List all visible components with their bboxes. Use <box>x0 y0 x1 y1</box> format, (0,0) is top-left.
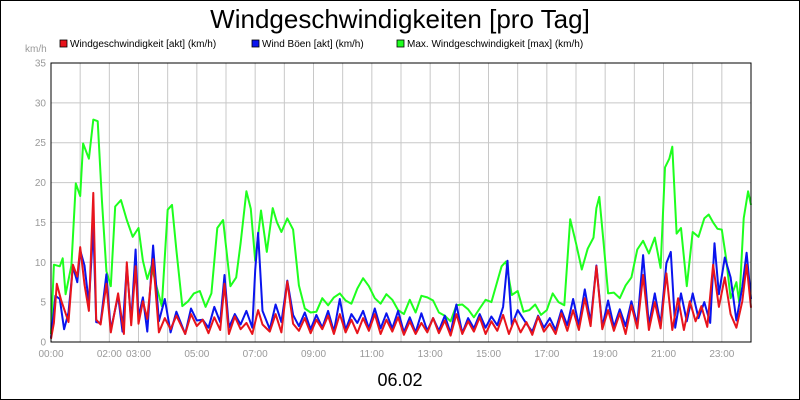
legend-item: Windgeschwindigkeit [akt] (km/h) <box>59 39 216 50</box>
x-tick-label: 15:00 <box>476 349 501 360</box>
legend-swatch <box>59 39 68 48</box>
x-tick-label: 03:00 <box>126 349 151 360</box>
x-tick-label: 11:00 <box>360 349 385 360</box>
y-tick-label: 20 <box>35 178 47 189</box>
legend: Windgeschwindigkeit [akt] (km/h) Wind Böe… <box>59 39 583 50</box>
legend-item: Max. Windgeschwindigkeit [max] (km/h) <box>396 39 583 50</box>
y-tick-label: 5 <box>40 298 46 309</box>
x-tick-label: 23:00 <box>709 349 734 360</box>
legend-swatch <box>251 39 260 48</box>
chart-title: Windgeschwindigkeiten [pro Tag] <box>210 4 590 34</box>
y-tick-label: 10 <box>35 258 47 269</box>
y-tick-label: 25 <box>35 138 47 149</box>
legend-label: Wind Böen [akt] (km/h) <box>262 39 364 50</box>
y-tick-label: 35 <box>35 59 47 70</box>
x-tick-label: 17:00 <box>534 349 559 360</box>
y-tick-label: 30 <box>35 98 47 109</box>
legend-label: Windgeschwindigkeit [akt] (km/h) <box>70 39 216 50</box>
plot-area <box>50 62 752 343</box>
x-tick-label: 13:00 <box>418 349 443 360</box>
x-tick-label: 02:00 <box>97 349 122 360</box>
x-axis-date-label: 06.02 <box>377 370 422 390</box>
series-layer <box>50 118 752 339</box>
x-tick-label: 19:00 <box>593 349 618 360</box>
x-tick-label: 09:00 <box>301 349 326 360</box>
x-tick-label: 07:00 <box>243 349 268 360</box>
y-tick-label: 15 <box>35 218 47 229</box>
x-tick-label: 21:00 <box>651 349 676 360</box>
y-tick-label: 0 <box>40 338 46 349</box>
y-axis-unit-label: km/h <box>25 44 47 55</box>
legend-item: Wind Böen [akt] (km/h) <box>251 39 364 50</box>
x-tick-label: 00:00 <box>38 349 63 360</box>
legend-swatch <box>396 39 405 48</box>
legend-label: Max. Windgeschwindigkeit [max] (km/h) <box>407 39 583 50</box>
x-tick-label: 05:00 <box>184 349 209 360</box>
x-axis-ticks: 00:00 02:00 03:00 05:00 07:00 09:00 11:00 13:00… <box>38 349 734 360</box>
y-axis-ticks: 0 5 10 15 20 25 30 35 <box>35 59 47 349</box>
series-line-1 <box>50 191 752 339</box>
